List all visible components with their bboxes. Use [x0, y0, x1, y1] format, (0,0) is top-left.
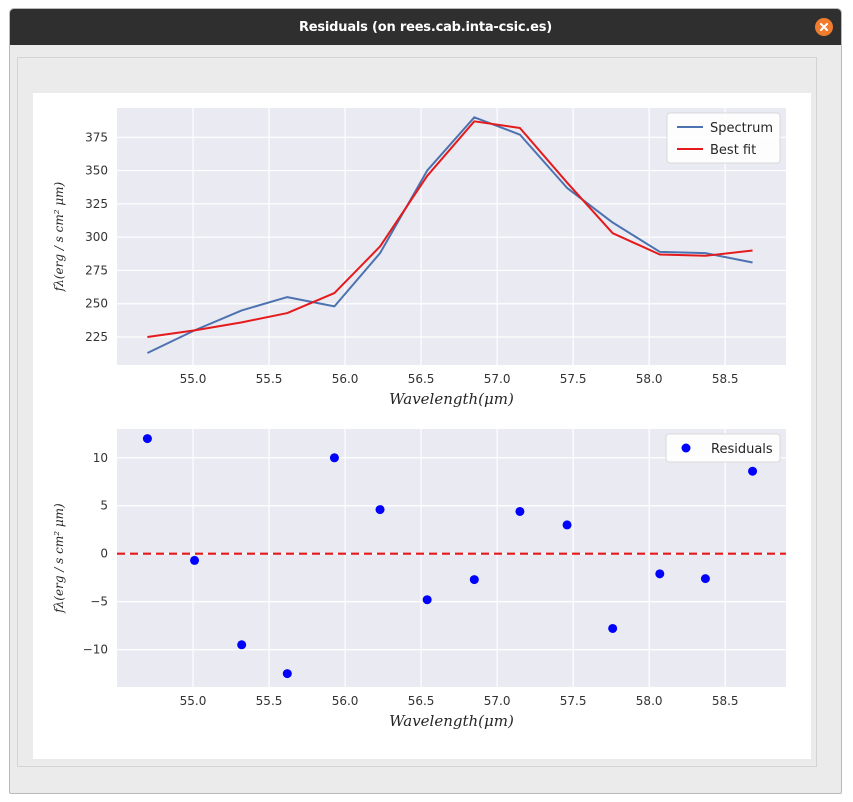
window-title: Residuals (on rees.cab.inta-csic.es) [298, 19, 553, 35]
spectrum-x-tick-label: 57.5 [560, 372, 587, 386]
residuals-y-tick-label: −5 [90, 595, 108, 609]
data-point-residuals [237, 640, 247, 650]
spectrum-legend: Spectrum Best fit [666, 112, 781, 164]
residuals-x-tick-label: 58.5 [712, 694, 739, 708]
series-line-best-fit [147, 120, 753, 339]
spectrum-y-tick-label: 325 [85, 197, 108, 211]
data-point-residuals [469, 575, 479, 585]
residuals-y-axis-label: fλ(erg / s cm² μm) [52, 503, 66, 614]
spectrum-y-tick-label: 225 [85, 330, 108, 344]
residuals-legend: Residuals [665, 433, 781, 463]
residuals-y-tick-label: −10 [83, 643, 108, 657]
residuals-x-tick-label: 57.0 [484, 694, 511, 708]
spectrum-axes: 55.0 55.5 56.0 56.5 57.0 57.5 58.0 58.5 225 250 27… [52, 108, 786, 408]
data-point-residuals [608, 623, 618, 633]
figure-canvas: 55.0 55.5 56.0 56.5 57.0 57.5 58.0 58.5 225 250 27… [33, 93, 811, 759]
residuals-y-tick-label: 0 [100, 547, 108, 561]
residuals-legend-box [665, 433, 781, 463]
data-point-residuals [562, 520, 572, 530]
data-point-residuals [655, 569, 665, 579]
residuals-axes: 55.0 55.5 56.0 56.5 57.0 57.5 58.0 58.5 10 5 0 −5 −1… [52, 429, 786, 730]
data-point-residuals [422, 595, 432, 605]
data-point-residuals [375, 505, 385, 515]
data-point-residuals [700, 574, 710, 584]
legend-label-best-fit: Best fit [710, 143, 756, 158]
spectrum-x-axis-label: Wavelength(μm) [389, 390, 514, 408]
spectrum-x-tick-label: 55.5 [256, 372, 283, 386]
spectrum-y-tick-label: 350 [85, 164, 108, 178]
spectrum-y-tick-label: 275 [85, 263, 108, 277]
residuals-x-tick-label: 55.5 [256, 694, 283, 708]
data-point-residuals [748, 466, 758, 476]
close-icon [820, 23, 828, 31]
residuals-y-tick-label: 10 [93, 451, 108, 465]
legend-swatch-residuals [681, 443, 691, 453]
residuals-x-axis-label: Wavelength(μm) [389, 712, 514, 730]
residuals-plot-area [117, 429, 786, 687]
spectrum-y-tick-label: 375 [85, 130, 108, 144]
data-point-residuals [190, 555, 200, 565]
spectrum-y-tick-label: 250 [85, 297, 108, 311]
series-line-spectrum [146, 116, 753, 354]
residuals-x-tick-label: 55.0 [180, 694, 207, 708]
data-point-residuals [142, 434, 152, 444]
data-point-residuals [329, 453, 339, 463]
residuals-y-tick-label: 5 [100, 499, 108, 513]
legend-label-spectrum: Spectrum [710, 121, 773, 136]
close-button[interactable] [815, 18, 833, 36]
spectrum-legend-box [666, 112, 781, 164]
spectrum-x-tick-label: 55.0 [180, 372, 207, 386]
spectrum-x-tick-label: 58.0 [636, 372, 663, 386]
residuals-x-tick-label: 56.5 [408, 694, 435, 708]
figure-svg: 55.0 55.5 56.0 56.5 57.0 57.5 58.0 58.5 225 250 27… [52, 108, 786, 730]
spectrum-y-axis-label: fλ(erg / s cm² μm) [52, 181, 66, 292]
residuals-x-tick-label: 58.0 [636, 694, 663, 708]
data-point-residuals [282, 669, 292, 679]
title-bar[interactable]: Residuals (on rees.cab.inta-csic.es) [10, 9, 841, 45]
residuals-x-tick-label: 56.0 [332, 694, 359, 708]
data-point-residuals [515, 506, 525, 516]
legend-label-residuals: Residuals [711, 442, 773, 457]
spectrum-x-tick-label: 58.5 [712, 372, 739, 386]
spectrum-x-tick-label: 56.0 [332, 372, 359, 386]
spectrum-x-tick-label: 57.0 [484, 372, 511, 386]
spectrum-x-tick-label: 56.5 [408, 372, 435, 386]
spectrum-y-tick-label: 300 [85, 230, 108, 244]
residuals-x-tick-label: 57.5 [560, 694, 587, 708]
